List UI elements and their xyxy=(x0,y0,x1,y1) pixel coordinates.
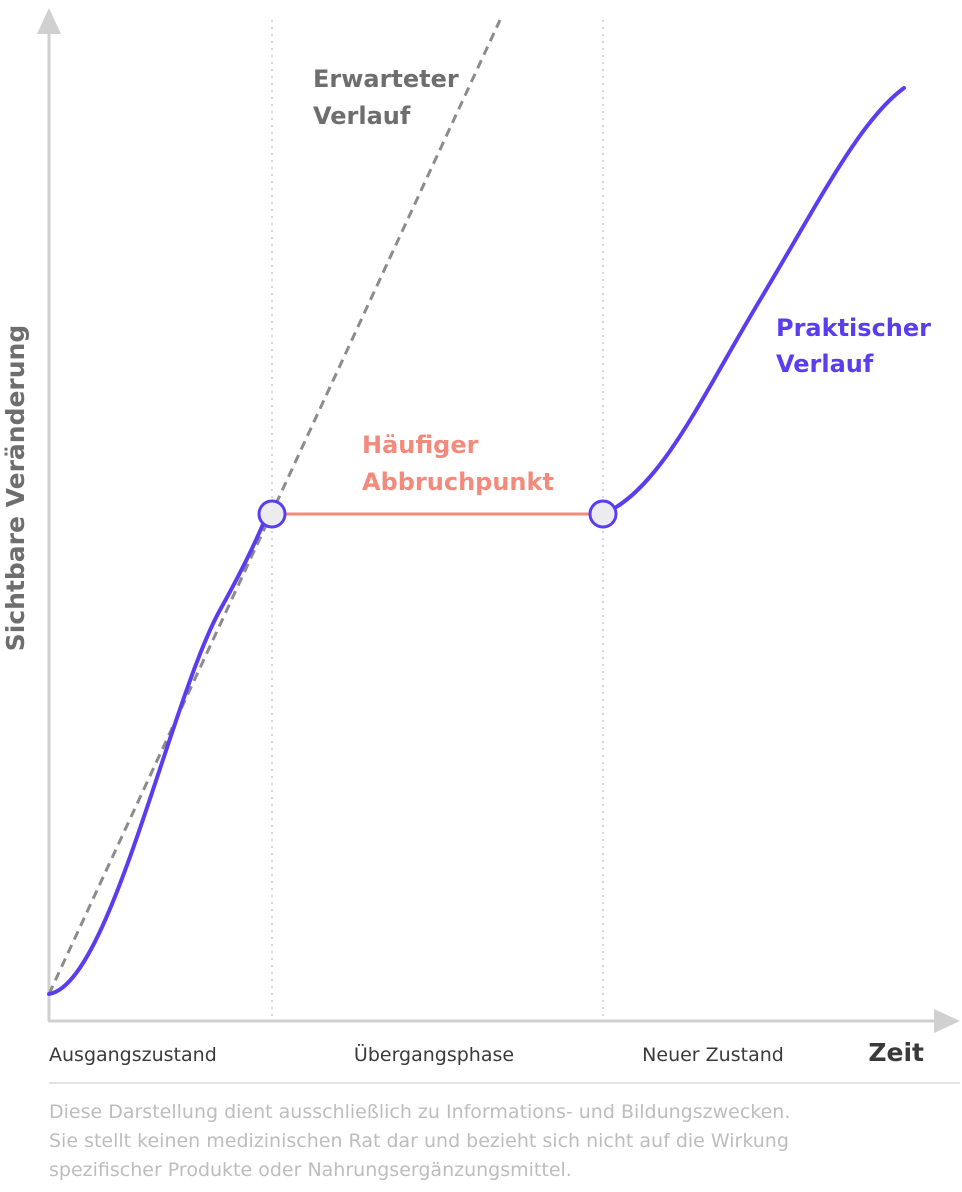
x-axis-arrow xyxy=(934,1009,960,1033)
plateau-label-line2: Abbruchpunkt xyxy=(362,468,554,496)
plateau-label-line1: Häufiger xyxy=(362,431,479,459)
practical-curve-start xyxy=(47,512,274,996)
phase-label-start: Ausgangszustand xyxy=(49,1044,217,1066)
practical-label-line1: Praktischer xyxy=(776,314,931,342)
y-axis-arrow xyxy=(37,8,61,34)
y-axis-label: Sichtbare Veränderung xyxy=(1,325,30,652)
expected-label-line1: Erwarteter xyxy=(313,65,459,93)
practical-label-line2: Verlauf xyxy=(776,350,874,378)
disclaimer-line-2: Sie stellt keinen medizinischen Rat dar … xyxy=(49,1130,789,1152)
phase-label-transition: Übergangsphase xyxy=(354,1043,514,1066)
phase-label-new: Neuer Zustand xyxy=(642,1044,784,1066)
x-axis-label: Zeit xyxy=(868,1038,924,1067)
disclaimer: Diese Darstellung dient ausschließlich z… xyxy=(49,1098,949,1185)
plateau-start-marker xyxy=(257,499,287,529)
plateau-end-marker xyxy=(588,499,618,529)
practical-curve-end xyxy=(601,86,906,516)
disclaimer-line-3: spezifischer Produkte oder Nahrungsergän… xyxy=(49,1159,572,1181)
expected-label-line2: Verlauf xyxy=(313,102,411,130)
disclaimer-line-1: Diese Darstellung dient ausschließlich z… xyxy=(49,1101,791,1123)
